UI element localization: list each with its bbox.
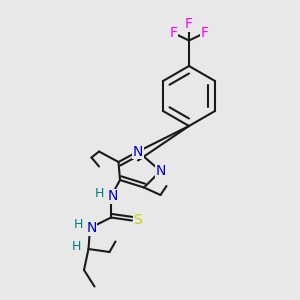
Text: H: H xyxy=(73,218,83,232)
Text: H: H xyxy=(94,187,104,200)
Text: N: N xyxy=(86,221,97,235)
Text: H: H xyxy=(72,239,81,253)
Text: F: F xyxy=(201,26,208,40)
Text: N: N xyxy=(107,190,118,203)
Text: N: N xyxy=(155,164,166,178)
Text: F: F xyxy=(169,26,177,40)
Text: S: S xyxy=(134,214,142,227)
Text: N: N xyxy=(133,145,143,158)
Text: F: F xyxy=(185,17,193,31)
